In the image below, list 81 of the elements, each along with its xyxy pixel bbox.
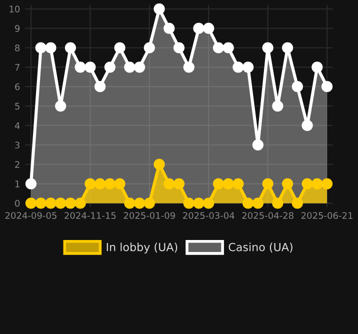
point bbox=[134, 198, 146, 209]
point bbox=[252, 139, 264, 150]
point bbox=[45, 198, 56, 209]
point bbox=[193, 198, 204, 209]
point bbox=[134, 62, 146, 73]
point bbox=[173, 42, 185, 54]
point bbox=[84, 178, 96, 190]
point bbox=[212, 42, 224, 54]
point bbox=[262, 178, 274, 190]
point bbox=[272, 198, 284, 209]
point bbox=[321, 81, 333, 92]
point bbox=[252, 198, 264, 209]
x-tick-label: 2024-09-05 bbox=[5, 212, 56, 219]
point bbox=[124, 62, 136, 73]
x-tick-label: 2025-04-28 bbox=[242, 212, 294, 219]
point bbox=[282, 42, 294, 54]
point bbox=[154, 3, 165, 14]
point bbox=[25, 198, 37, 209]
point bbox=[64, 198, 76, 209]
point bbox=[312, 178, 323, 190]
point bbox=[232, 178, 244, 190]
point bbox=[203, 198, 214, 209]
point bbox=[124, 198, 136, 209]
y-tick-label: 9 bbox=[15, 25, 20, 32]
y-tick-label: 0 bbox=[15, 200, 20, 207]
y-tick-label: 7 bbox=[15, 64, 20, 71]
point bbox=[55, 198, 66, 209]
point bbox=[35, 198, 46, 209]
y-tick-label: 8 bbox=[15, 44, 20, 52]
point bbox=[193, 22, 204, 34]
point bbox=[164, 22, 175, 34]
point bbox=[173, 178, 185, 190]
point bbox=[321, 178, 333, 190]
point bbox=[183, 62, 194, 73]
point bbox=[35, 42, 46, 54]
x-tick-label: 2024-11-15 bbox=[64, 212, 116, 219]
point bbox=[144, 198, 155, 209]
point bbox=[74, 198, 86, 209]
point bbox=[45, 42, 56, 54]
point bbox=[232, 62, 244, 73]
point bbox=[25, 178, 37, 190]
point bbox=[272, 100, 284, 112]
point bbox=[94, 178, 106, 190]
point bbox=[222, 42, 234, 54]
point bbox=[302, 178, 313, 190]
y-tick-label: 6 bbox=[15, 83, 20, 90]
point bbox=[302, 120, 313, 132]
x-tick-label: 2025-01-09 bbox=[124, 212, 175, 219]
point bbox=[55, 100, 66, 112]
point bbox=[74, 62, 86, 73]
point bbox=[222, 178, 234, 190]
point bbox=[104, 178, 116, 190]
point bbox=[183, 198, 194, 209]
point bbox=[242, 62, 254, 73]
point bbox=[114, 178, 126, 190]
y-tick-label: 3 bbox=[15, 142, 20, 148]
point bbox=[203, 22, 214, 34]
point bbox=[242, 198, 254, 209]
point bbox=[282, 178, 294, 190]
point bbox=[164, 178, 175, 190]
point bbox=[312, 62, 323, 73]
point bbox=[292, 198, 303, 209]
point bbox=[64, 42, 76, 54]
y-tick-label: 1 bbox=[15, 180, 20, 188]
x-tick-label: 2025-03-04 bbox=[183, 212, 234, 219]
point bbox=[292, 81, 303, 92]
point bbox=[212, 178, 224, 190]
point bbox=[154, 158, 165, 170]
legend-label: Casino (UA) bbox=[228, 242, 292, 253]
y-tick-label: 10 bbox=[10, 6, 20, 12]
point bbox=[94, 81, 106, 92]
point bbox=[84, 62, 96, 73]
point bbox=[114, 42, 126, 54]
point bbox=[144, 42, 155, 54]
x-tick-label: 2025-06-21 bbox=[301, 212, 352, 219]
point bbox=[104, 62, 116, 73]
y-tick-label: 4 bbox=[14, 122, 20, 129]
point bbox=[262, 42, 274, 54]
legend-label: In lobby (UA) bbox=[106, 242, 178, 254]
y-tick-label: 2 bbox=[15, 161, 20, 168]
y-tick-label: 5 bbox=[15, 102, 20, 110]
